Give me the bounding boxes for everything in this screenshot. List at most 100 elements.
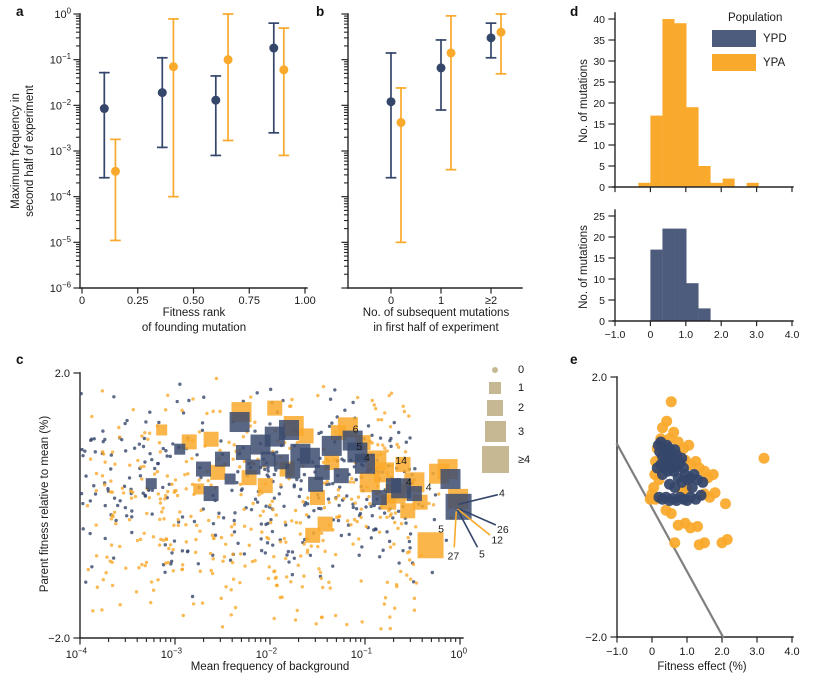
panel-a-x-title-line1: Fitness rank <box>162 307 226 319</box>
panel-e-points-ypd <box>686 482 698 493</box>
ypd-label: YPD <box>763 32 787 45</box>
svg-text:30: 30 <box>593 56 605 68</box>
panel-e-points-ypa <box>699 537 710 549</box>
svg-text:−2.0: −2.0 <box>585 632 607 644</box>
svg-text:1.0: 1.0 <box>679 646 694 658</box>
panel-e-x-axis-title: Fitness effect (%) <box>602 660 802 675</box>
panel-e-points-ypa <box>657 422 668 434</box>
size-legend-label-2: 2 <box>518 402 525 414</box>
svg-text:10: 10 <box>593 140 605 152</box>
svg-text:10−3: 10−3 <box>50 144 72 159</box>
svg-text:10−2: 10−2 <box>50 98 71 113</box>
ypa-label: YPA <box>763 56 786 69</box>
svg-text:10−2: 10−2 <box>256 647 277 662</box>
panel-e-points-ypa <box>665 396 677 408</box>
panel-d-letter: d <box>570 4 579 19</box>
svg-text:5: 5 <box>356 441 362 453</box>
panel-a-x-axis-title: Fitness rank of founding mutation <box>82 306 306 336</box>
svg-text:40: 40 <box>593 14 605 26</box>
panel-c-plot: 2.0 −2.0 10−4 10−3 10−2 10−1 100 <box>48 368 467 661</box>
svg-text:0: 0 <box>599 182 605 194</box>
panel-e-points-ypa <box>669 537 681 549</box>
population-legend: Population YPD YPA <box>712 12 822 78</box>
svg-text:15: 15 <box>593 119 605 131</box>
panel-d-top-y-axis-title: No. of mutations <box>577 21 591 181</box>
svg-text:0: 0 <box>649 646 655 658</box>
svg-text:5: 5 <box>479 548 485 560</box>
size-legend-label-3: 3 <box>518 425 525 438</box>
svg-text:5: 5 <box>438 524 444 536</box>
panel-b-x-axis-title: No. of subsequent mutations in first hal… <box>326 306 546 336</box>
size-legend-label-0: 0 <box>518 364 525 376</box>
size-legend-row-2: 2 <box>480 397 560 419</box>
svg-text:3.0: 3.0 <box>749 646 764 658</box>
ypa-color-swatch <box>712 54 756 71</box>
panel-e-points-ypd <box>695 489 707 501</box>
panel-c-y-axis-title: Parent fitness relative to mean (%) <box>38 364 52 644</box>
svg-text:−1.0: −1.0 <box>606 646 628 658</box>
svg-text:0: 0 <box>647 329 653 341</box>
panel-e-points-ypd <box>697 476 709 488</box>
panel-b-x-title-line1: No. of subsequent mutations <box>362 307 510 319</box>
panel-b-plot: 0 1 ≥2 <box>341 13 523 307</box>
svg-text:0.25: 0.25 <box>127 295 148 307</box>
svg-text:5: 5 <box>599 161 605 173</box>
panel-e-points-ypa <box>720 498 731 510</box>
panel-a-x-title-line2: of founding mutation <box>141 322 247 334</box>
panel-e-points-ypa <box>707 469 719 480</box>
size-swatch-4 <box>481 446 509 473</box>
svg-text:6: 6 <box>353 424 359 436</box>
svg-text:20: 20 <box>593 232 605 244</box>
svg-text:25: 25 <box>593 77 605 89</box>
panel-e-points-ypa <box>683 439 695 451</box>
svg-text:10−6: 10−6 <box>50 281 72 296</box>
svg-text:4.0: 4.0 <box>784 646 799 658</box>
panel-e-points-ypa <box>665 508 677 519</box>
panel-c-squares <box>145 400 472 559</box>
svg-text:3.0: 3.0 <box>749 329 764 341</box>
svg-text:10−3: 10−3 <box>161 647 183 662</box>
size-legend-row-4: ≥4 <box>480 444 560 475</box>
svg-text:100: 100 <box>450 647 467 662</box>
svg-text:4: 4 <box>426 481 432 493</box>
svg-text:1.0: 1.0 <box>678 329 693 341</box>
panel-d-bottom-y-title-line: No. of mutations <box>578 225 590 309</box>
svg-text:4: 4 <box>364 452 370 464</box>
size-swatch-2 <box>487 400 503 416</box>
svg-text:0.50: 0.50 <box>183 295 204 307</box>
svg-text:2.0: 2.0 <box>592 372 607 384</box>
ypd-color-swatch <box>712 30 756 47</box>
svg-text:2.0: 2.0 <box>55 368 70 380</box>
size-legend-row-3: 3 <box>480 419 560 444</box>
panel-c-y-title-line: Parent fitness relative to mean (%) <box>39 415 51 593</box>
panel-a-y-title-line1: Maximum frequency in <box>10 93 22 209</box>
panel-a-y-title-line2: second half of experiment <box>24 85 36 217</box>
svg-text:≥2: ≥2 <box>485 295 497 307</box>
svg-text:1: 1 <box>438 295 444 307</box>
svg-text:27: 27 <box>448 550 460 562</box>
size-legend-label-4: ≥4 <box>518 453 531 466</box>
svg-text:−1.0: −1.0 <box>605 329 626 341</box>
svg-text:20: 20 <box>593 98 605 110</box>
size-legend-row-1: 1 <box>480 378 560 397</box>
svg-text:4: 4 <box>406 477 412 489</box>
panel-c-background-dots <box>79 376 454 631</box>
svg-text:14: 14 <box>395 455 407 467</box>
panel-e-points-ypa <box>644 493 656 505</box>
svg-text:2.0: 2.0 <box>714 329 729 341</box>
panel-a-y-axis-title: Maximum frequency in second half of expe… <box>9 11 37 291</box>
legend-item-ypd: YPD <box>712 30 822 47</box>
svg-text:1.00: 1.00 <box>294 295 315 307</box>
svg-text:10−4: 10−4 <box>66 647 88 662</box>
panel-d-top-y-title-line: No. of mutations <box>578 59 590 143</box>
svg-text:15: 15 <box>593 253 605 265</box>
svg-text:0: 0 <box>599 316 605 328</box>
panel-e-points-ypa <box>721 534 733 545</box>
panel-e-points-ypa <box>692 521 703 532</box>
svg-text:4.0: 4.0 <box>785 329 800 341</box>
svg-text:10: 10 <box>593 274 605 286</box>
svg-text:5: 5 <box>599 295 605 307</box>
panel-d-hist-ypa: 0 5 10 15 20 25 30 35 40 <box>593 12 794 194</box>
panel-c-x-axis-title: Mean frequency of background <box>120 660 420 675</box>
